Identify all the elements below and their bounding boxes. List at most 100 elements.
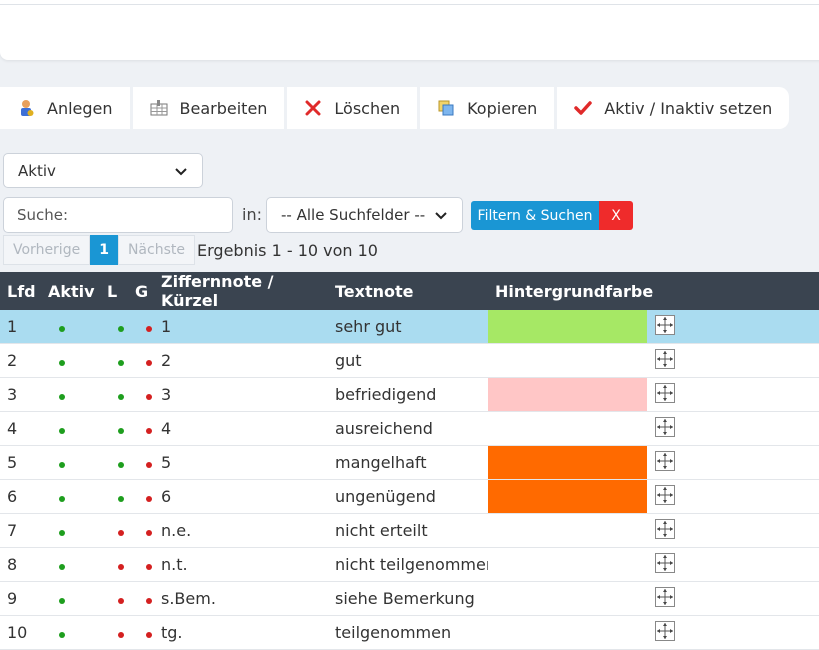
cell-l — [100, 479, 128, 514]
cell-textnote: siehe Bemerkung — [328, 581, 488, 616]
cell-textnote: ungenügend — [328, 479, 488, 514]
cell-textnote: teilgenommen — [328, 615, 488, 650]
move-handle-icon[interactable] — [655, 620, 675, 641]
next-page-button[interactable]: Nächste — [117, 235, 195, 265]
table-row[interactable]: 2 2 gut — [0, 343, 819, 378]
bearbeiten-button[interactable]: Bearbeiten — [132, 87, 285, 129]
filter-search-button[interactable]: Filtern & Suchen — [471, 201, 599, 230]
cell-aktiv — [41, 310, 100, 344]
table-row[interactable]: 9 s.Bem. siehe Bemerkung — [0, 581, 819, 616]
user-add-icon — [17, 99, 35, 117]
table-row[interactable]: 5 5 mangelhaft — [0, 445, 819, 480]
aktiv-inaktiv-button[interactable]: Aktiv / Inaktiv setzen — [557, 87, 790, 129]
col-header-g[interactable]: G — [128, 272, 154, 310]
green-status-dot-icon — [59, 530, 65, 536]
anlegen-button[interactable]: Anlegen — [0, 87, 130, 129]
col-header-hintergrundfarbe[interactable]: Hintergrundfarbe — [488, 272, 653, 310]
cell-kuerzel: n.t. — [154, 547, 328, 582]
move-handle-icon[interactable] — [655, 586, 675, 607]
cell-kuerzel: 6 — [154, 479, 328, 514]
table-row[interactable]: 1 1 sehr gut — [0, 310, 819, 344]
anlegen-label: Anlegen — [47, 98, 113, 118]
color-swatch — [488, 480, 647, 513]
color-swatch — [488, 616, 647, 649]
table-row[interactable]: 7 n.e. nicht erteilt — [0, 513, 819, 548]
col-header-l[interactable]: L — [100, 272, 128, 310]
cell-g — [128, 513, 154, 548]
pagination: Vorherige 1 Nächste — [3, 235, 195, 265]
move-handle-icon[interactable] — [655, 314, 675, 335]
color-swatch — [488, 310, 647, 343]
move-handle-icon[interactable] — [655, 518, 675, 539]
grades-table: Lfd Aktiv L G Ziffernnote / Kürzel Textn… — [0, 272, 819, 650]
move-handle-icon[interactable] — [655, 382, 675, 403]
cell-lfd: 1 — [0, 310, 41, 344]
cell-lfd: 8 — [0, 547, 41, 582]
cell-lfd: 3 — [0, 377, 41, 412]
color-swatch — [488, 548, 647, 581]
table-row[interactable]: 10 tg. teilgenommen — [0, 615, 819, 650]
cell-textnote: nicht teilgenommen — [328, 547, 488, 582]
cell-g — [128, 615, 154, 650]
cell-l — [100, 377, 128, 412]
prev-page-button[interactable]: Vorherige — [3, 235, 91, 265]
green-status-dot-icon — [118, 462, 124, 468]
search-field-value: -- Alle Suchfelder -- — [281, 206, 426, 224]
edit-grid-icon — [150, 99, 168, 117]
cell-aktiv — [41, 411, 100, 446]
red-status-dot-icon — [146, 462, 152, 468]
table-row[interactable]: 6 6 ungenügend — [0, 479, 819, 514]
clear-filter-button[interactable]: X — [599, 201, 633, 230]
cell-lfd: 10 — [0, 615, 41, 650]
checkmark-icon — [574, 99, 592, 117]
kopieren-button[interactable]: Kopieren — [420, 87, 555, 129]
cell-lfd: 6 — [0, 479, 41, 514]
move-handle-icon[interactable] — [655, 416, 675, 437]
color-swatch — [488, 344, 647, 377]
cell-aktiv — [41, 479, 100, 514]
cell-aktiv — [41, 343, 100, 378]
red-status-dot-icon — [118, 598, 124, 604]
table-row[interactable]: 3 3 befriedigend — [0, 377, 819, 412]
green-status-dot-icon — [59, 428, 65, 434]
cell-l — [100, 310, 128, 344]
cell-textnote: ausreichend — [328, 411, 488, 446]
loeschen-button[interactable]: Löschen — [287, 87, 418, 129]
cell-l — [100, 581, 128, 616]
cell-lfd: 5 — [0, 445, 41, 480]
move-handle-icon[interactable] — [655, 348, 675, 369]
cell-kuerzel: 2 — [154, 343, 328, 378]
table-row[interactable]: 4 4 ausreichend — [0, 411, 819, 446]
search-field-select[interactable]: -- Alle Suchfelder -- — [266, 197, 463, 233]
cell-g — [128, 310, 154, 344]
cell-aktiv — [41, 547, 100, 582]
col-header-kuerzel[interactable]: Ziffernnote / Kürzel — [154, 272, 328, 310]
cell-aktiv — [41, 615, 100, 650]
color-swatch — [488, 514, 647, 547]
cell-aktiv — [41, 445, 100, 480]
search-input[interactable]: Suche: — [3, 197, 233, 233]
table-row[interactable]: 8 n.t. nicht teilgenommen — [0, 547, 819, 582]
cell-kuerzel: 4 — [154, 411, 328, 446]
col-header-lfd[interactable]: Lfd — [0, 272, 41, 310]
cell-hintergrundfarbe — [488, 615, 647, 650]
move-handle-icon[interactable] — [655, 484, 675, 505]
move-handle-icon[interactable] — [655, 450, 675, 471]
cell-textnote: mangelhaft — [328, 445, 488, 480]
status-select[interactable]: Aktiv — [3, 153, 203, 188]
red-status-dot-icon — [146, 496, 152, 502]
kopieren-label: Kopieren — [467, 98, 538, 118]
cell-aktiv — [41, 513, 100, 548]
page-1-button[interactable]: 1 — [90, 235, 118, 265]
cell-lfd: 4 — [0, 411, 41, 446]
green-status-dot-icon — [59, 394, 65, 400]
cell-hintergrundfarbe — [488, 513, 647, 548]
cell-l — [100, 615, 128, 650]
cell-l — [100, 513, 128, 548]
cell-l — [100, 343, 128, 378]
col-header-aktiv[interactable]: Aktiv — [41, 272, 100, 310]
col-header-textnote[interactable]: Textnote — [328, 272, 488, 310]
green-status-dot-icon — [118, 326, 124, 332]
move-handle-icon[interactable] — [655, 552, 675, 573]
cell-kuerzel: n.e. — [154, 513, 328, 548]
